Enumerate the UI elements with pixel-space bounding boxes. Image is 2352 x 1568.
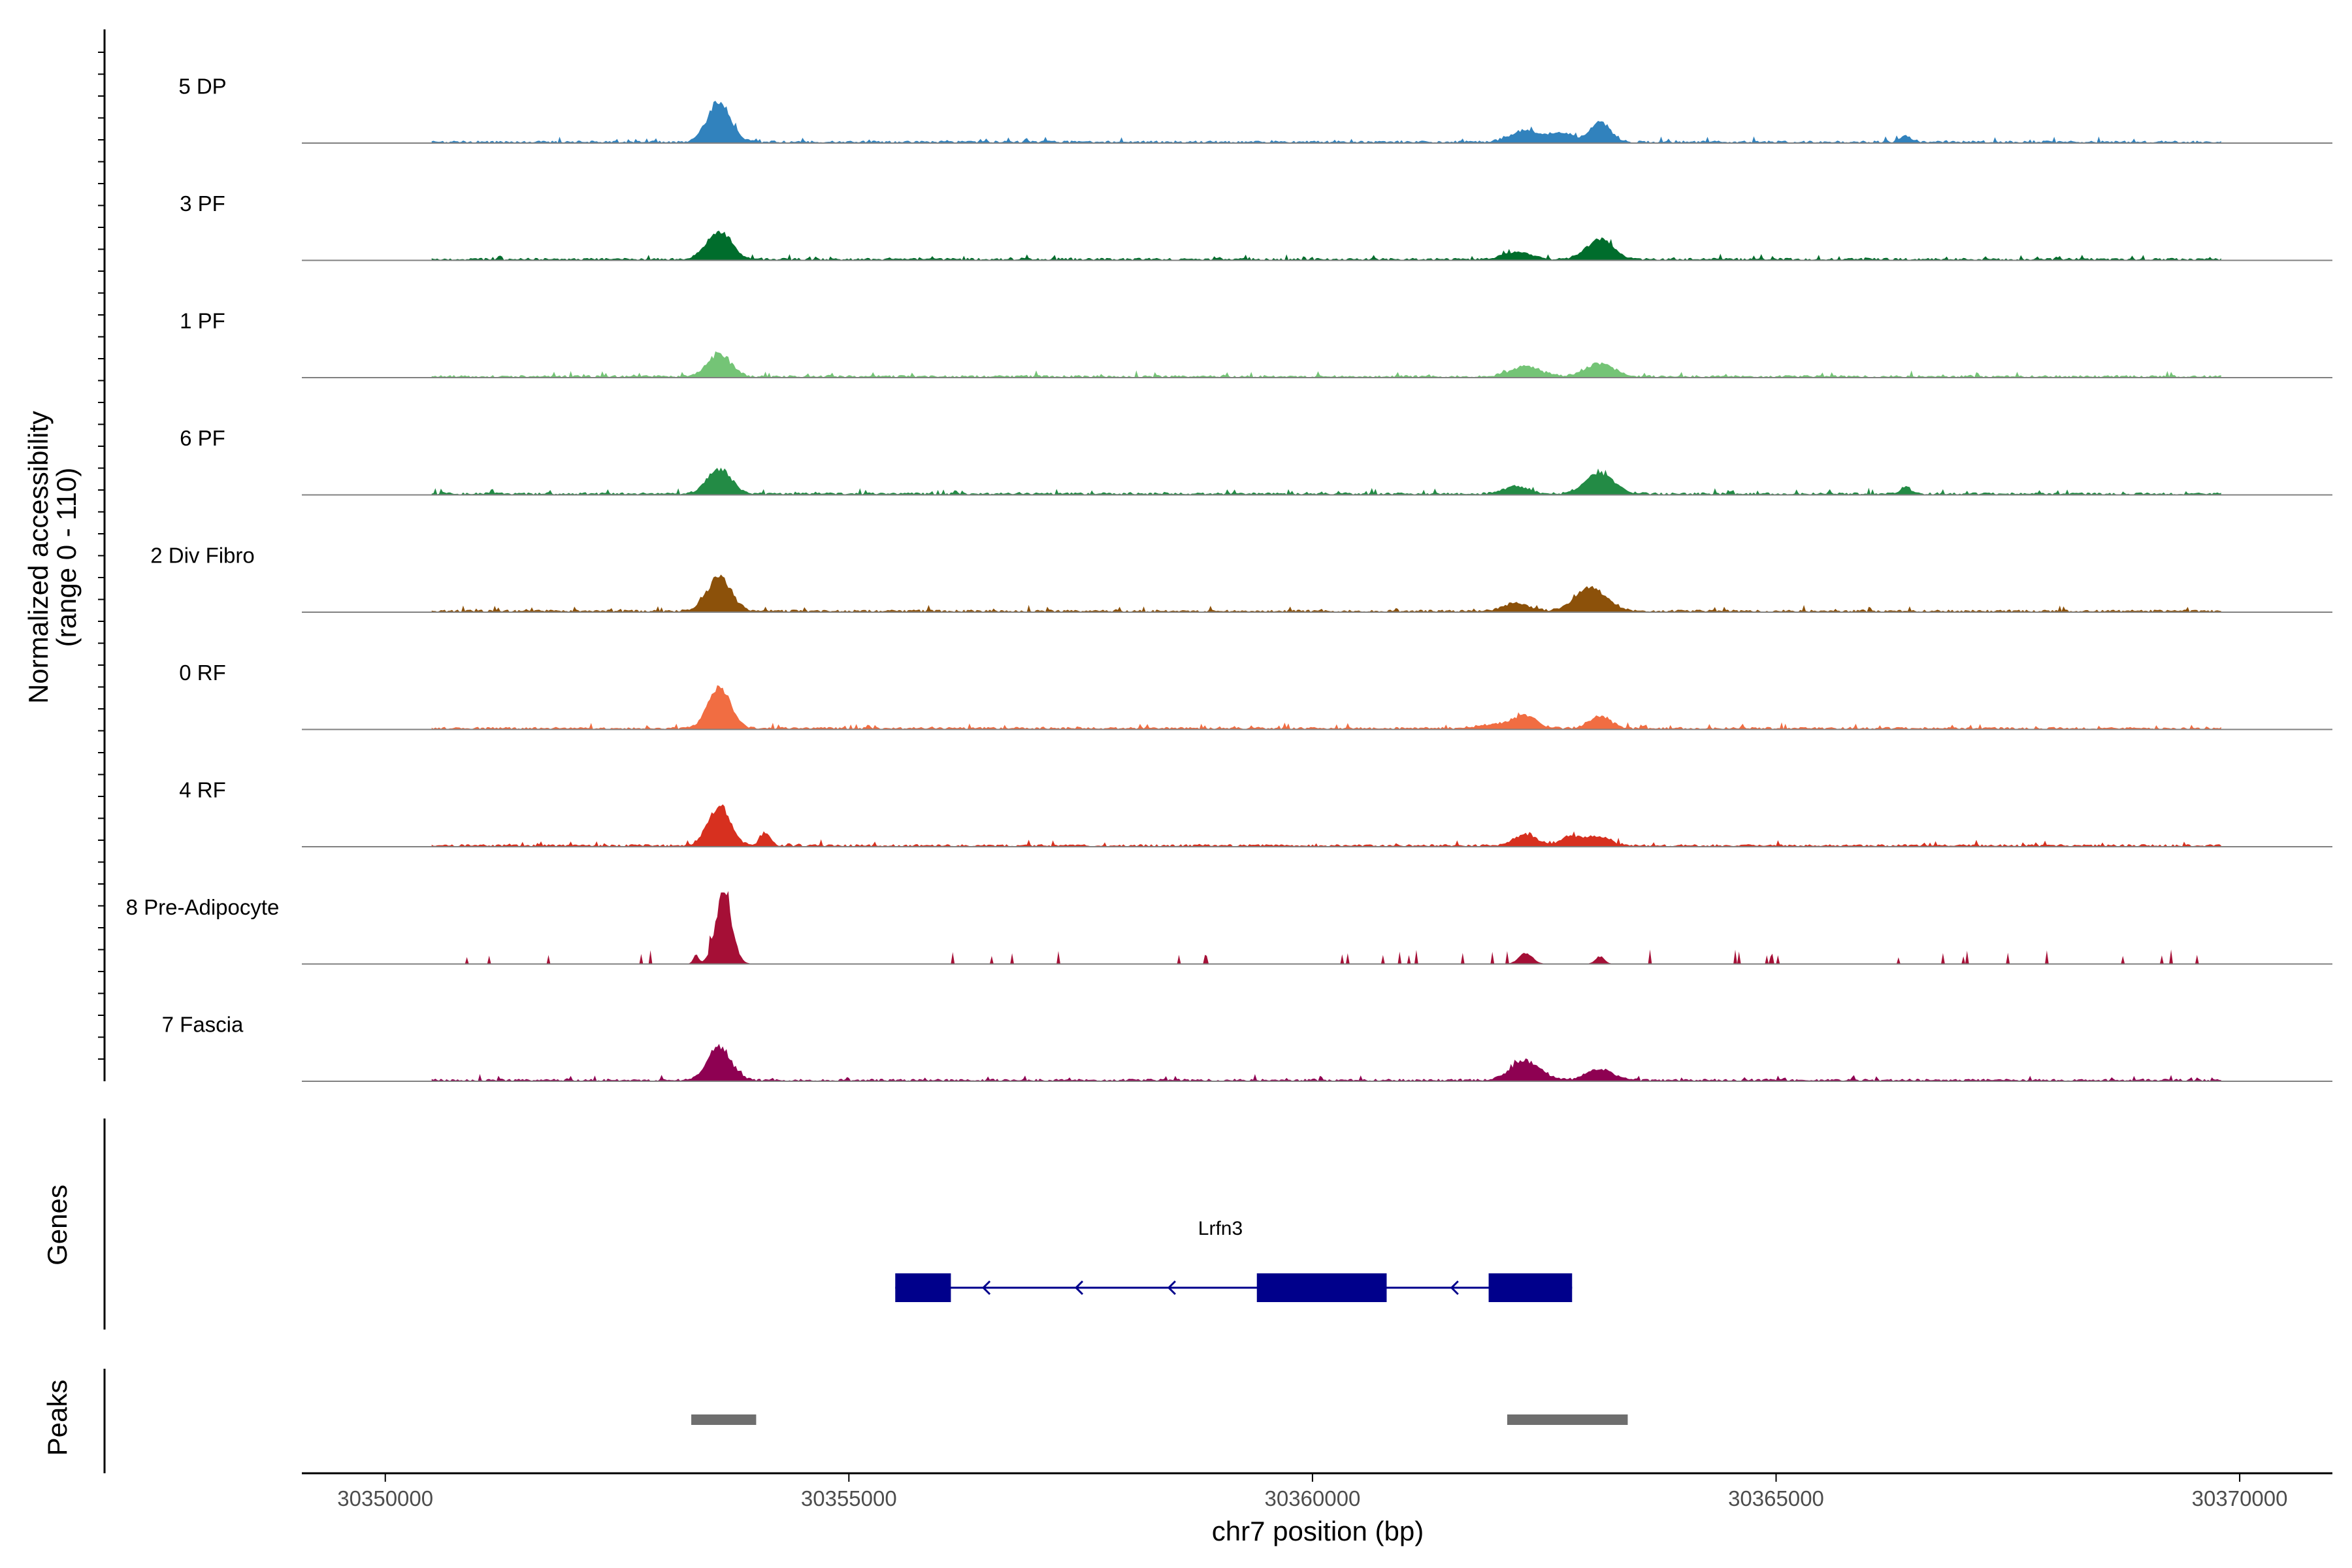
track-signal-area xyxy=(431,467,2221,495)
track-0-rf: 0 RF xyxy=(179,661,2332,730)
peak-region xyxy=(691,1414,757,1425)
gene-strand-arrow xyxy=(1074,1280,1084,1296)
x-tick-label: 30370000 xyxy=(2192,1486,2288,1511)
track-label: 0 RF xyxy=(179,661,226,685)
track-6-pf: 6 PF xyxy=(180,426,2332,496)
gene-name-label: Lrfn3 xyxy=(1198,1218,1243,1239)
peaks-panel: Peaks xyxy=(42,1369,1628,1473)
track-signal-area xyxy=(431,804,2221,847)
x-axis: chr7 position (bp) 30350000 30355000 30360… xyxy=(302,1472,2332,1546)
gene-strand-arrow xyxy=(1167,1280,1176,1296)
track-signal-area xyxy=(431,890,2221,964)
y-axis-title: Normalized accessibility (range 0 - 110) xyxy=(23,411,82,704)
gene-strand-arrow xyxy=(981,1280,991,1296)
x-tick-label: 30365000 xyxy=(1728,1486,1824,1511)
track-5-dp: 5 DP xyxy=(178,74,2332,144)
track-signal-area xyxy=(431,351,2221,378)
peaks-panel-title: Peaks xyxy=(42,1380,73,1456)
track-label: 8 Pre-Adipocyte xyxy=(126,895,280,919)
genes-panel-title: Genes xyxy=(42,1184,73,1266)
coverage-tracks: 5 DP 3 PF 1 PF 6 PF 2 Div Fibro 0 RF 4 RF 8 Pre… xyxy=(126,74,2332,1082)
track-4-rf: 4 RF xyxy=(179,778,2332,847)
track-label: 3 PF xyxy=(180,191,225,216)
y-axis-title-line2: (range 0 - 110) xyxy=(51,468,82,647)
y-axis-title-line1: Normalized accessibility xyxy=(23,411,54,704)
x-tick-label: 30360000 xyxy=(1264,1486,1360,1511)
track-signal-area xyxy=(431,231,2221,260)
genes-panel: Genes Lrfn3 xyxy=(42,1119,1573,1330)
track-7-fascia: 7 Fascia xyxy=(162,1013,2332,1082)
track-label: 2 Div Fibro xyxy=(150,544,255,568)
track-label: 7 Fascia xyxy=(162,1013,244,1037)
track-signal-area xyxy=(431,101,2221,143)
track-label: 6 PF xyxy=(180,426,225,450)
track-label: 4 RF xyxy=(179,778,226,802)
track-3-pf: 3 PF xyxy=(180,191,2332,261)
peak-region xyxy=(1507,1414,1628,1425)
track-label: 1 PF xyxy=(180,309,225,333)
gene-exon xyxy=(1256,1273,1387,1302)
track-signal-area xyxy=(431,1043,2221,1081)
gene-exon xyxy=(895,1273,951,1302)
gene-strand-arrow xyxy=(1450,1280,1459,1296)
tracks-y-axis xyxy=(98,29,106,1081)
x-axis-title: chr7 position (bp) xyxy=(1212,1516,1424,1546)
track-8-pre-adipocyte: 8 Pre-Adipocyte xyxy=(126,890,2332,965)
track-1-pf: 1 PF xyxy=(180,309,2332,378)
track-signal-area xyxy=(431,685,2221,729)
track-2-div-fibro: 2 Div Fibro xyxy=(150,544,2332,613)
gene-exon xyxy=(1488,1273,1573,1302)
x-tick-label: 30350000 xyxy=(337,1486,433,1511)
track-label: 5 DP xyxy=(178,74,226,99)
x-tick-label: 30355000 xyxy=(801,1486,897,1511)
track-signal-area xyxy=(431,574,2221,612)
